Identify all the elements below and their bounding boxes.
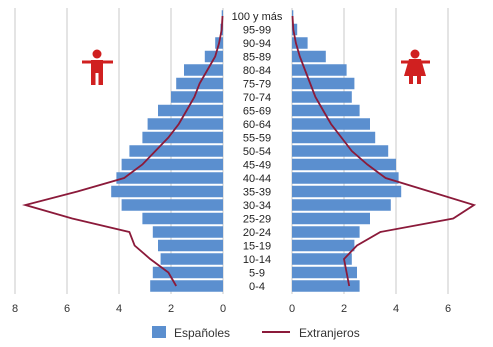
bar-right xyxy=(292,266,357,279)
age-group-label: 50-54 xyxy=(243,146,271,158)
series-line-right xyxy=(291,15,477,287)
age-group-label: 40-44 xyxy=(243,173,271,185)
bar-left xyxy=(111,185,223,198)
x-tick-label: 6 xyxy=(64,303,70,315)
bar-left xyxy=(142,131,223,144)
bar-left xyxy=(152,266,223,279)
x-tick-label: 2 xyxy=(341,303,347,315)
age-group-label: 20-24 xyxy=(243,227,271,239)
series-line-left xyxy=(21,15,224,287)
bar-left xyxy=(147,118,223,130)
legend-label-extranjeros: Extranjeros xyxy=(299,326,360,340)
age-group-label: 35-39 xyxy=(243,187,271,199)
age-group-label: 60-64 xyxy=(243,119,271,131)
male-figure-icon xyxy=(82,49,113,85)
bar-left xyxy=(204,50,223,63)
bar-left xyxy=(158,104,223,117)
x-tick-label: 0 xyxy=(220,303,226,315)
x-tick-label: 8 xyxy=(12,303,18,315)
age-group-label: 45-49 xyxy=(243,160,271,172)
x-tick-label: 2 xyxy=(168,303,174,315)
bar-left xyxy=(171,91,223,103)
age-group-label: 25-29 xyxy=(243,214,271,226)
legend-swatch-espanoles xyxy=(152,326,166,338)
age-group-label: 15-19 xyxy=(243,241,271,253)
bar-right xyxy=(292,226,360,238)
x-tick-label: 4 xyxy=(393,303,399,315)
bar-left xyxy=(184,64,223,76)
bar-right xyxy=(292,185,402,198)
bar-right xyxy=(292,253,352,265)
bar-right xyxy=(292,158,396,171)
bar-right xyxy=(292,50,326,63)
legend-label-espanoles: Españoles xyxy=(174,326,230,340)
age-group-label: 70-74 xyxy=(243,92,271,104)
bar-left xyxy=(158,239,223,252)
bar-left xyxy=(150,280,223,292)
bar-left xyxy=(116,172,223,184)
bar-left xyxy=(142,212,223,225)
x-tick-label: 6 xyxy=(445,303,451,315)
bar-right xyxy=(292,23,298,36)
bar-right xyxy=(292,131,376,144)
age-group-label: 55-59 xyxy=(243,133,271,145)
age-group-label: 80-84 xyxy=(243,65,271,77)
x-tick-label: 0 xyxy=(289,303,295,315)
bar-right xyxy=(292,199,391,211)
bar-left xyxy=(129,145,223,157)
age-group-label: 65-69 xyxy=(243,106,271,118)
age-group-label: 30-34 xyxy=(243,200,271,212)
x-tick-labels: 8 6 4 2 0 0 2 4 6 xyxy=(12,303,451,315)
bar-right xyxy=(292,77,355,90)
bar-right xyxy=(292,64,347,76)
age-group-label: 90-94 xyxy=(243,38,271,50)
legend: Españoles Extranjeros xyxy=(152,326,360,340)
bar-right xyxy=(292,172,399,184)
bar-left xyxy=(121,158,223,171)
age-group-label: 95-99 xyxy=(243,25,271,37)
series-lines xyxy=(21,15,477,287)
age-group-label: 100 y más xyxy=(232,11,283,23)
age-group-label: 85-89 xyxy=(243,52,271,64)
bar-left xyxy=(121,199,223,211)
bar-left xyxy=(152,226,223,238)
bar-right xyxy=(292,91,352,103)
age-group-label: 5-9 xyxy=(249,268,265,280)
bar-right xyxy=(292,104,360,117)
x-tick-label: 4 xyxy=(116,303,122,315)
age-group-label: 75-79 xyxy=(243,79,271,91)
age-group-label: 0-4 xyxy=(249,281,265,293)
bar-right xyxy=(292,212,370,225)
bar-right xyxy=(292,239,355,252)
age-group-label: 10-14 xyxy=(243,254,271,266)
bar-right xyxy=(292,37,308,49)
bar-right xyxy=(292,280,360,292)
bar-right xyxy=(292,145,389,157)
bar-left xyxy=(160,253,223,265)
female-figure-icon xyxy=(401,49,430,84)
